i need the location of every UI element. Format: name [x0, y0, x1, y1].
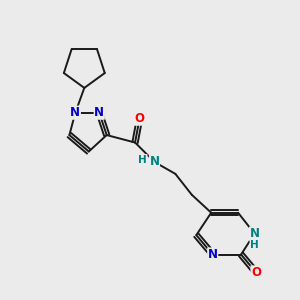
- Text: N: N: [94, 106, 104, 119]
- Text: O: O: [251, 266, 261, 279]
- Text: N: N: [70, 106, 80, 119]
- Text: N: N: [250, 227, 260, 240]
- Text: H: H: [138, 154, 147, 165]
- Text: H: H: [250, 240, 259, 250]
- Text: N: N: [149, 155, 160, 168]
- Text: O: O: [134, 112, 145, 125]
- Text: N: N: [208, 248, 218, 261]
